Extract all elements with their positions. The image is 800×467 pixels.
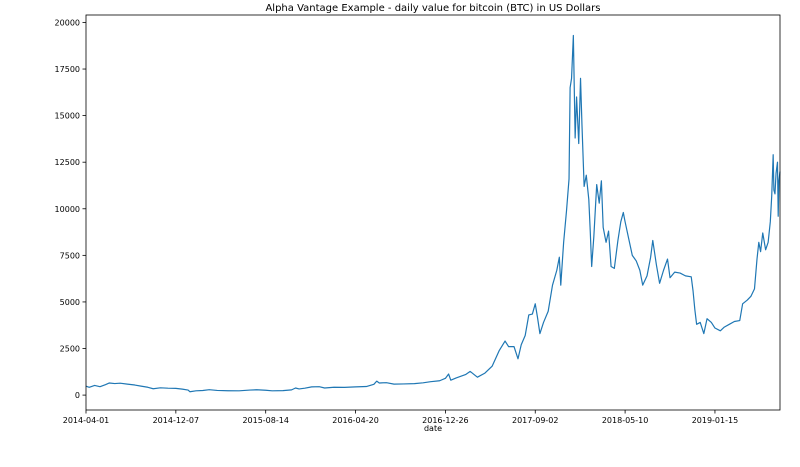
x-tick-label: 2016-04-20 (332, 416, 379, 425)
x-tick-label: 2014-04-01 (63, 416, 110, 425)
y-tick-label: 15000 (55, 112, 80, 121)
x-axis-label: date (424, 424, 442, 433)
chart-title: Alpha Vantage Example - daily value for … (265, 3, 601, 14)
y-tick-label: 5000 (60, 298, 80, 307)
series-line-0 (85, 34, 781, 393)
x-axis: 2014-04-01 2014-12-07 2015-08-14 2016-04-20… (63, 410, 738, 425)
plot-area (85, 14, 781, 411)
y-tick-label: 20000 (55, 18, 80, 27)
y-tick-label: 17500 (55, 65, 80, 74)
x-tick-label: 2018-05-10 (602, 416, 649, 425)
y-tick-label: 0 (75, 391, 80, 400)
y-tick-label: 12500 (55, 158, 80, 167)
x-tick-label: 2015-08-14 (242, 416, 289, 425)
y-tick-label: 2500 (60, 345, 80, 354)
x-tick-label: 2019-01-15 (692, 416, 739, 425)
plot-frame (85, 14, 781, 411)
x-tick-label: 2016-12-26 (422, 416, 469, 425)
y-axis: 0 2500 5000 7500 10000 12500 15000 17500 20000 (55, 18, 86, 400)
y-tick-label: 7500 (60, 251, 80, 260)
x-tick-label: 2014-12-07 (153, 416, 200, 425)
y-tick-label: 10000 (55, 205, 80, 214)
x-tick-label: 2017-09-02 (512, 416, 559, 425)
